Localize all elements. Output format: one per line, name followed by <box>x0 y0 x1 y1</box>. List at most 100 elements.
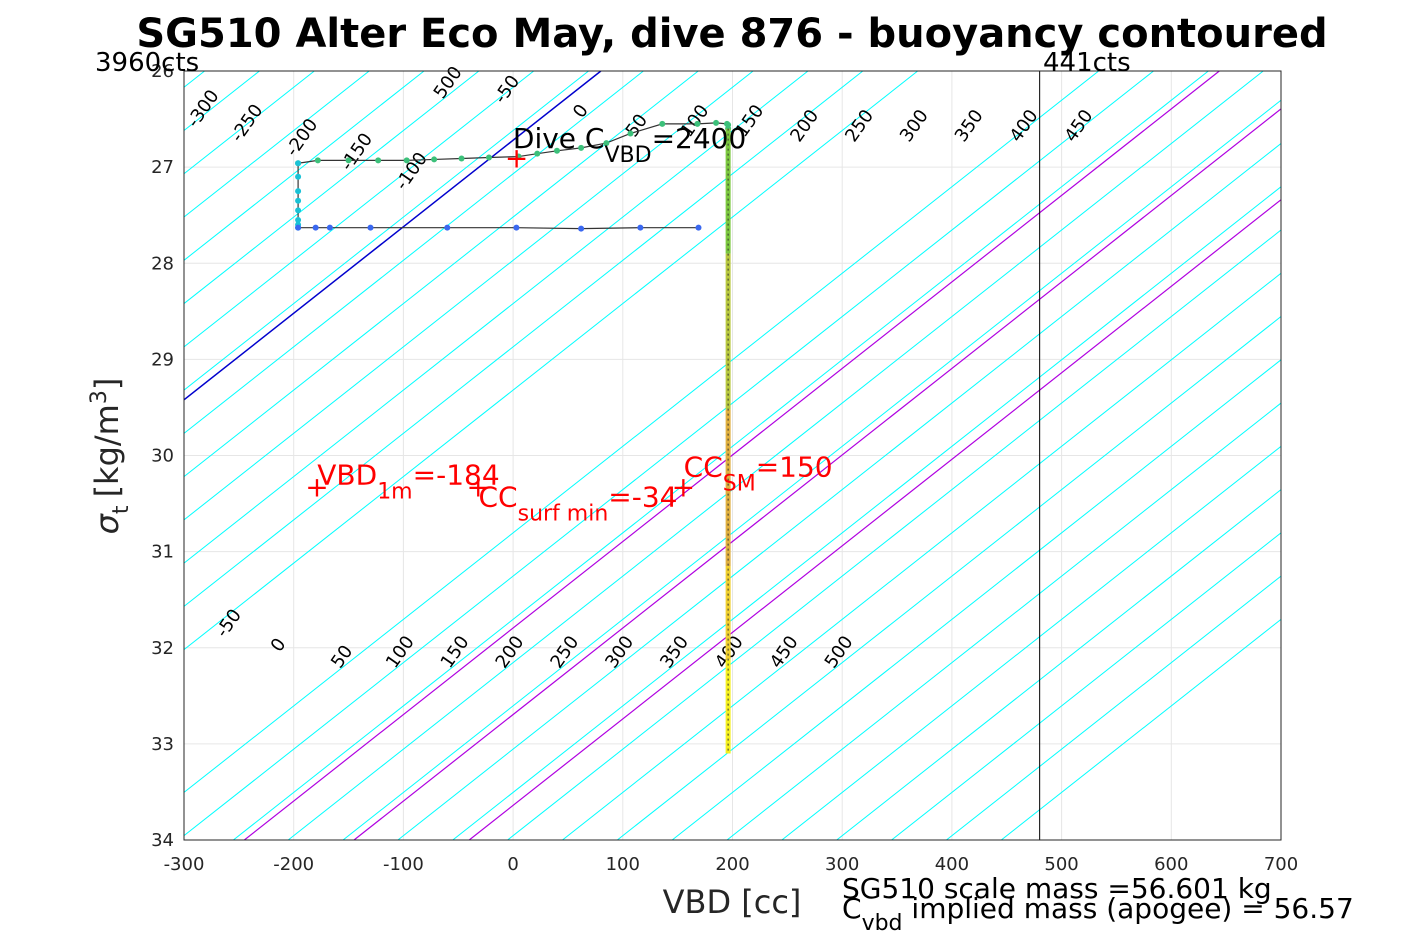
contour-line <box>184 71 1154 837</box>
implied-mass-main: C <box>842 892 862 925</box>
y-axis-label-close: ] <box>88 378 126 390</box>
x-tick-label: 500 <box>1044 854 1078 875</box>
vbd1m-label: VBD1m=-184 <box>317 458 499 504</box>
upper_profile-point <box>485 154 492 161</box>
left_vertical-point <box>295 216 302 223</box>
x-tick-label: -200 <box>273 854 314 875</box>
y-axis-label-unit: [kg/m <box>88 404 126 497</box>
upper_profile-point <box>375 157 382 164</box>
y-tick-label: 28 <box>151 253 174 274</box>
lower_profile-point <box>326 224 333 231</box>
vbd1m-label-marker: + <box>305 470 328 503</box>
contour-line <box>184 71 754 521</box>
contour-line <box>671 359 1281 840</box>
dive-cvbd-label: Dive CVBD=2400 <box>513 122 746 168</box>
y-tick-label: 32 <box>151 638 174 659</box>
upper_profile-point <box>553 147 560 154</box>
left_vertical-point <box>295 173 302 180</box>
contour-line <box>946 575 1281 840</box>
contour-line <box>233 71 1209 840</box>
y-tick-label: 29 <box>151 349 174 370</box>
upper_profile-point <box>694 120 701 127</box>
left_vertical-point <box>295 207 302 214</box>
dive-cvbd-value: =2400 <box>652 122 747 155</box>
ccsm-label-sub: SM <box>723 471 756 496</box>
implied-mass-rest: implied mass (apogee) = 56.57 <box>903 892 1354 925</box>
y-tick-label: 34 <box>151 830 174 851</box>
contour-line <box>184 71 699 478</box>
contour-line <box>507 229 1281 840</box>
ccsm-label-main: CC <box>684 450 723 483</box>
x-tick-label: 600 <box>1154 854 1188 875</box>
lower_profile-point <box>444 224 451 231</box>
scale-mass-text: SG510 scale mass =56.601 kg <box>842 872 1272 905</box>
contour-line <box>184 71 864 608</box>
x-tick-label: 100 <box>606 854 640 875</box>
ccsm-label: CCSM=150 <box>684 450 833 496</box>
x-tick-label: 200 <box>715 854 749 875</box>
implied-mass-sub: vbd <box>862 911 903 936</box>
contour-line <box>184 71 809 564</box>
chart-title: SG510 Alter Eco May, dive 876 - buoyancy… <box>136 11 1327 57</box>
contour-line <box>562 272 1281 840</box>
x-axis-label: VBD [cc] <box>663 883 802 921</box>
upper_profile-point <box>515 153 522 160</box>
y-tick-label: 26 <box>151 61 174 82</box>
y-axis-label-sup: 3 <box>87 390 112 404</box>
x-tick-labels: -300 -200 -100 0 100 200 300 400 500 600 700 <box>164 854 1299 875</box>
upper_profile-point <box>345 157 352 164</box>
upper_profile-point <box>431 156 438 163</box>
upper_profile-point <box>314 157 321 164</box>
plot-frame <box>183 70 1282 841</box>
contour-line <box>726 402 1281 840</box>
y-tick-labels: 26 27 28 29 30 31 32 33 34 <box>151 61 174 851</box>
contour-line <box>1000 618 1281 840</box>
upper_profile-point <box>713 119 720 126</box>
lower_profile-point <box>695 224 702 231</box>
dive-cvbd-sub: VBD <box>604 143 651 168</box>
upper_profile-point <box>578 144 585 151</box>
contour-line <box>184 71 370 218</box>
y-axis-label-sub: t <box>109 505 134 514</box>
lower_profile-point <box>295 224 302 231</box>
y-tick-label: 27 <box>151 157 174 178</box>
contour-line <box>184 71 425 261</box>
ccsurf-label: CCsurf min=-34 <box>479 480 678 526</box>
x-tick-label: -100 <box>383 854 424 875</box>
lower_profile-point <box>637 224 644 231</box>
x-tick-label: 400 <box>935 854 969 875</box>
vbd1m-label-main: VBD <box>317 458 377 491</box>
upper_profile-point <box>627 130 634 137</box>
contour-lines <box>184 71 1281 840</box>
contour-line <box>184 71 1099 794</box>
ccsurf-label-value: =-34 <box>608 480 677 513</box>
contour-line <box>781 445 1281 840</box>
lower_profile-point <box>367 224 374 231</box>
contour-line <box>184 71 480 305</box>
upper_profile-point <box>603 140 610 147</box>
ccsm-label-value: =150 <box>756 450 833 483</box>
upper_profile-line <box>298 122 729 164</box>
contour-line <box>891 532 1281 840</box>
dive-cvbd-marker: + <box>505 142 528 175</box>
lower_profile-point <box>513 224 520 231</box>
x-tick-label: -300 <box>164 854 205 875</box>
lower_profile-point <box>578 225 585 232</box>
contour-line <box>184 71 535 348</box>
left_vertical-point <box>295 160 302 167</box>
implied-mass-text: Cvbd implied mass (apogee) = 56.57 <box>842 892 1354 936</box>
reference-lines <box>184 71 1281 840</box>
contour-line <box>836 488 1281 840</box>
contour-line <box>617 315 1281 840</box>
vbd1m-label-value: =-184 <box>413 458 500 491</box>
contour-line <box>452 186 1281 840</box>
left_vertical-point <box>295 197 302 204</box>
x-tick-label: 300 <box>825 854 859 875</box>
lower_profile-point <box>312 224 319 231</box>
y-tick-label: 31 <box>151 542 174 563</box>
left_vertical-point <box>295 188 302 195</box>
ccsurf-label-sub: surf min <box>518 501 609 526</box>
upper_profile-point <box>724 120 731 127</box>
zero-buoyancy-line <box>184 71 602 401</box>
